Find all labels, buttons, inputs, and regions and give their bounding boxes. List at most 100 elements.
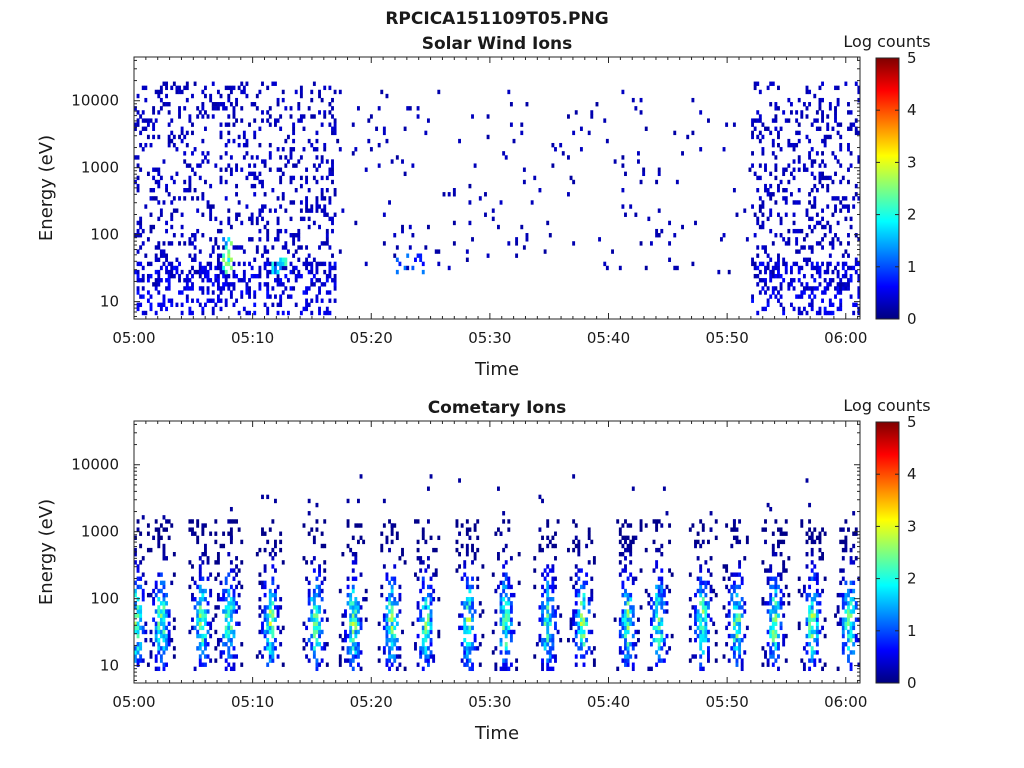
- heatmap-cell: [774, 102, 778, 107]
- heatmap-cell: [621, 155, 625, 160]
- heatmap-cell: [134, 122, 137, 127]
- heatmap-cell: [206, 200, 210, 205]
- heatmap-cell: [852, 588, 856, 594]
- heatmap-cell: [279, 642, 283, 647]
- heatmap-cell: [808, 519, 812, 524]
- heatmap-cell: [178, 278, 181, 283]
- heatmap-cell: [276, 97, 280, 103]
- heatmap-cell: [382, 126, 386, 131]
- heatmap-cell: [216, 605, 220, 610]
- heatmap-cell: [836, 102, 840, 107]
- heatmap-cell: [385, 658, 389, 663]
- heatmap-cell: [219, 175, 223, 181]
- heatmap-cell: [191, 196, 194, 201]
- heatmap-cell: [587, 629, 591, 635]
- heatmap-cell: [836, 273, 840, 279]
- heatmap-cell: [167, 637, 171, 643]
- heatmap-cell: [198, 621, 202, 626]
- heatmap-cell: [766, 658, 770, 663]
- heatmap-cell: [507, 527, 511, 532]
- heatmap-cell: [844, 81, 848, 86]
- heatmap-cell: [380, 89, 384, 95]
- heatmap-cell: [227, 588, 231, 594]
- heatmap-cell: [159, 97, 163, 103]
- heatmap-cell: [585, 580, 589, 586]
- heatmap-cell: [240, 167, 244, 172]
- heatmap-cell: [170, 273, 174, 279]
- heatmap-cell: [797, 278, 801, 283]
- heatmap-cell: [634, 654, 638, 659]
- heatmap-cell: [657, 588, 661, 594]
- heatmap-cell: [222, 642, 226, 647]
- heatmap-cell: [538, 617, 542, 622]
- heatmap-cell: [266, 621, 270, 626]
- heatmap-cell: [266, 637, 270, 643]
- heatmap-cell: [318, 204, 321, 209]
- heatmap-cell: [769, 171, 773, 177]
- heatmap-cell: [509, 662, 513, 667]
- heatmap-cell: [818, 658, 822, 663]
- heatmap-cell: [618, 572, 622, 577]
- heatmap-cell: [541, 547, 544, 553]
- heatmap-cell: [299, 208, 303, 213]
- heatmap-cell: [356, 609, 360, 614]
- heatmap-cell: [229, 265, 233, 271]
- heatmap-cell: [136, 519, 140, 524]
- heatmap-cell: [134, 106, 137, 111]
- heatmap-cell: [279, 605, 283, 610]
- heatmap-cell: [810, 609, 814, 614]
- heatmap-cell: [567, 192, 570, 197]
- heatmap-cell: [421, 629, 425, 635]
- heatmap-cell: [738, 617, 742, 622]
- heatmap-cell: [857, 97, 861, 103]
- heatmap-cell: [398, 592, 402, 598]
- heatmap-cell: [201, 592, 205, 598]
- heatmap-cell: [258, 171, 262, 177]
- heatmap-cell: [323, 269, 327, 275]
- heatmap-cell: [222, 609, 226, 614]
- heatmap-cell: [395, 155, 399, 160]
- heatmap-cell: [709, 588, 713, 594]
- heatmap-cell: [730, 592, 734, 598]
- heatmap-cell: [232, 122, 236, 127]
- heatmap-cell: [281, 89, 285, 95]
- heatmap-cell: [237, 200, 241, 205]
- heatmap-cell: [800, 228, 804, 234]
- heatmap-cell: [548, 666, 552, 672]
- heatmap-cell: [201, 560, 205, 565]
- heatmap-cell: [136, 249, 140, 254]
- heatmap-cell: [797, 625, 801, 631]
- heatmap-cell: [844, 196, 848, 201]
- heatmap-cell: [738, 637, 742, 643]
- heatmap-cell: [826, 220, 830, 226]
- heatmap-cell: [836, 220, 840, 226]
- heatmap-cell: [134, 552, 137, 557]
- heatmap-cell: [157, 572, 161, 577]
- heatmap-cell: [481, 564, 485, 569]
- heatmap-cell: [157, 666, 161, 672]
- heatmap-cell: [777, 134, 780, 140]
- heatmap-cell: [688, 572, 692, 577]
- heatmap-cell: [730, 543, 734, 549]
- heatmap-cell: [735, 592, 739, 598]
- heatmap-cell: [655, 527, 659, 532]
- heatmap-cell: [688, 637, 692, 643]
- heatmap-cell: [349, 650, 353, 655]
- heatmap-cell: [349, 633, 353, 639]
- heatmap-cell: [841, 273, 845, 279]
- heatmap-cell: [587, 531, 591, 536]
- heatmap-cell: [579, 637, 583, 643]
- heatmap-cell: [546, 642, 550, 647]
- heatmap-cell: [732, 633, 736, 639]
- colorbar-tick-label: 0: [907, 674, 917, 692]
- heatmap-cell: [826, 286, 830, 291]
- heatmap-cells: [134, 81, 861, 316]
- heatmap-cell: [831, 237, 835, 242]
- heatmap-cell: [385, 625, 389, 631]
- heatmap-cell: [263, 265, 267, 271]
- heatmap-cell: [237, 605, 241, 610]
- heatmap-cell: [261, 625, 264, 631]
- heatmap-cell: [857, 237, 861, 242]
- heatmap-cell: [266, 228, 270, 234]
- heatmap-cell: [426, 564, 430, 569]
